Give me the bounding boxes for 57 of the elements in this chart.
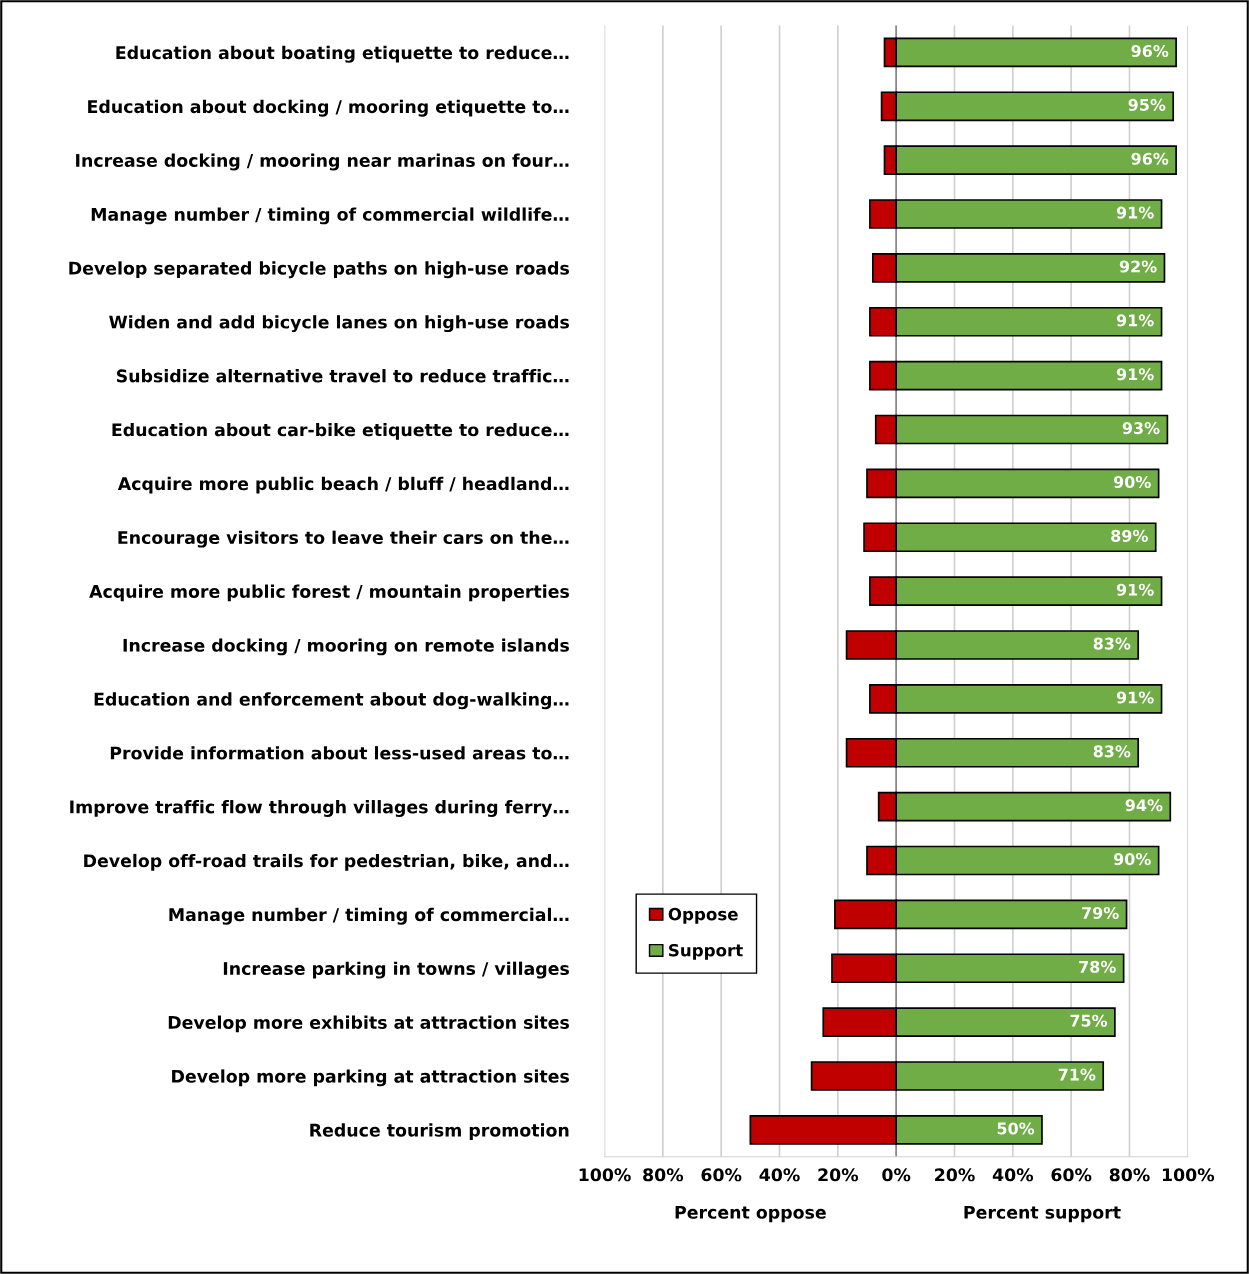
y-tick-label: Widen and add bicycle lanes on high-use roads — [109, 315, 569, 333]
x-tick-label: 60% — [701, 1168, 742, 1182]
x-tick-label: 80% — [643, 1168, 684, 1182]
data-label: 50% — [997, 1122, 1035, 1135]
y-tick-label: Manage number / timing of commercial… — [169, 907, 569, 925]
data-label: 91% — [1116, 583, 1154, 596]
x-tick-label: 100% — [579, 1168, 631, 1182]
x-tick-label: 100% — [1162, 1168, 1215, 1182]
data-label: 79% — [1082, 906, 1119, 919]
data-label: 96% — [1131, 152, 1169, 165]
y-tick-label: Increase docking / mooring on remote islands — [123, 638, 569, 656]
data-label: 90% — [1113, 853, 1151, 866]
data-label: 92% — [1119, 260, 1157, 273]
data-label: 89% — [1111, 529, 1148, 542]
y-tick-label: Education and enforcement about dog-walking… — [94, 692, 569, 710]
y-tick-label: Increase docking / mooring near marinas on four… — [76, 153, 569, 171]
x-tick-label: 20% — [935, 1168, 975, 1182]
x-tick-label: 40% — [992, 1168, 1034, 1182]
y-tick-label: Encourage visitors to leave their cars on the… — [118, 530, 569, 548]
data-label: 91% — [1116, 368, 1154, 381]
data-label: 95% — [1128, 98, 1166, 111]
x-tick-label: 40% — [759, 1168, 800, 1182]
data-label: 91% — [1116, 691, 1154, 704]
y-tick-label: Develop separated bicycle paths on high-use roads — [69, 261, 569, 279]
data-label: 91% — [1116, 206, 1154, 219]
data-label: 93% — [1122, 422, 1160, 435]
y-tick-label: Develop more parking at attraction sites — [172, 1069, 569, 1087]
data-label: 90% — [1113, 475, 1151, 489]
y-tick-label: Reduce tourism promotion — [310, 1123, 569, 1141]
y-tick-label: Provide information about less-used areas to… — [110, 746, 569, 760]
data-label: 78% — [1079, 960, 1116, 973]
y-tick-label: Manage number / timing of commercial wildlife… — [91, 207, 569, 225]
x-tick-label: 60% — [1051, 1168, 1092, 1182]
data-label: 96% — [1131, 44, 1169, 58]
x-tick-label: 0% — [882, 1168, 911, 1182]
data-label: 75% — [1070, 1014, 1108, 1027]
text: Percent support — [964, 1205, 1121, 1223]
y-tick-label: Education about boating etiquette to reduce… — [116, 45, 569, 63]
y-tick-label: Increase parking in towns / villages — [223, 961, 569, 979]
text: Percent oppose — [675, 1205, 826, 1223]
y-tick-label: Acquire more public beach / bluff / headland… — [117, 476, 569, 494]
legend-label: Support — [669, 943, 743, 960]
x-tick-label: 20% — [818, 1168, 859, 1182]
data-label: 83% — [1093, 745, 1131, 758]
y-tick-label: Improve traffic flow through villages during ferry… — [70, 800, 569, 817]
y-tick-label: Develop off-road trails for pedestrian, bike, and… — [84, 853, 569, 871]
y-tick-label: Education about docking / mooring etiquette to… — [88, 99, 569, 117]
y-tick-label: Acquire more public forest / mountain properties — [89, 584, 569, 602]
x-tick-label: 80% — [1109, 1168, 1150, 1182]
data-label: 71% — [1058, 1068, 1096, 1081]
data-label: 91% — [1116, 314, 1154, 327]
data-label: 94% — [1125, 799, 1163, 812]
y-tick-label: Education about car-bike etiquette to reduce… — [112, 422, 569, 440]
y-tick-label: Develop more exhibits at attraction sites — [168, 1015, 569, 1033]
data-label: 83% — [1093, 637, 1131, 650]
y-tick-label: Subsidize alternative travel to reduce traffic… — [116, 369, 569, 383]
legend-label: Oppose — [668, 907, 738, 924]
